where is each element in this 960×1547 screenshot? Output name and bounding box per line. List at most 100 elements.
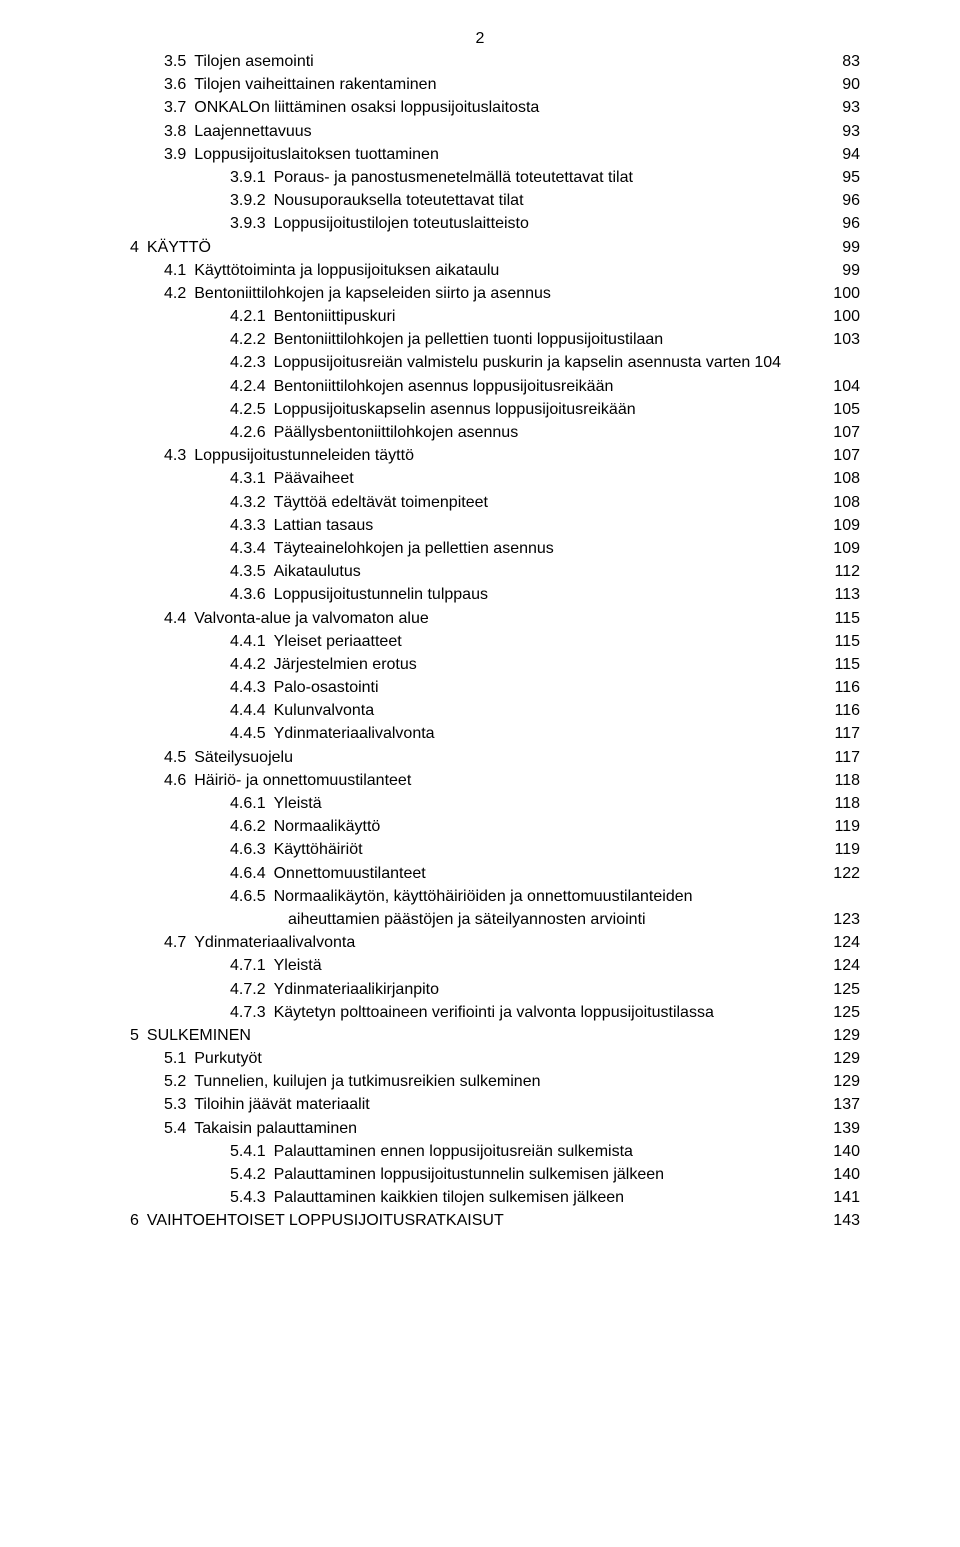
toc-entry-page: 96 — [838, 189, 860, 212]
toc-entry-title: Ydinmateriaalivalvonta — [194, 931, 355, 954]
toc-entry-title: KÄYTTÖ — [147, 236, 211, 259]
toc-entry-title: Bentoniittilohkojen ja pellettien tuonti… — [274, 328, 664, 351]
toc-entry: 4.6.1Yleistä 118 — [130, 792, 860, 815]
toc-entry: 4.7.2Ydinmateriaalikirjanpito125 — [130, 978, 860, 1001]
toc-entry-page: 112 — [830, 560, 860, 583]
toc-entry-title: Yleistä — [274, 954, 322, 977]
toc-entry: 4.2Bentoniittilohkojen ja kapseleiden si… — [130, 282, 860, 305]
toc-entry-title: Käyttötoiminta ja loppusijoituksen aikat… — [194, 259, 499, 282]
toc-entry-number: 5.4.1 — [230, 1140, 274, 1163]
toc-entry-title: Häiriö- ja onnettomuustilanteet — [194, 769, 411, 792]
toc-entry-number: 5 — [130, 1024, 147, 1047]
toc-entry-number: 4.7 — [164, 931, 194, 954]
toc-entry-page: 143 — [829, 1209, 860, 1232]
toc-entry-number: 3.9.2 — [230, 189, 274, 212]
toc-entry-page: 94 — [838, 143, 860, 166]
toc-entry-page: 118 — [830, 792, 860, 815]
toc-entry-title: Palauttaminen loppusijoitustunnelin sulk… — [274, 1163, 664, 1186]
toc-entry-number: 4.4 — [164, 607, 194, 630]
toc-entry: 4.4.1Yleiset periaatteet 115 — [130, 630, 860, 653]
toc-entry-number: 4.6.1 — [230, 792, 274, 815]
toc-entry-page: 100 — [829, 282, 860, 305]
toc-entry-number: 4.6 — [164, 769, 194, 792]
toc-entry-page: 83 — [838, 50, 860, 73]
toc-entry-page: 115 — [830, 630, 860, 653]
toc-entry: 4.3Loppusijoitustunneleiden täyttö 107 — [130, 444, 860, 467]
toc-entry-page: 140 — [829, 1140, 860, 1163]
toc-entry-number: 4.3.1 — [230, 467, 274, 490]
toc-entry-title: Loppusijoitustilojen toteutuslaitteisto — [274, 212, 529, 235]
toc-entry-number: 4.2.1 — [230, 305, 274, 328]
toc-entry-number: 4.2.6 — [230, 421, 274, 444]
toc-entry: 4.2.5Loppusijoituskapselin asennus loppu… — [130, 398, 860, 421]
toc-entry: 4.3.2Täyttöä edeltävät toimenpiteet108 — [130, 491, 860, 514]
toc-entry-title: Yleiset periaatteet — [274, 630, 402, 653]
toc-entry: 4.4.4Kulunvalvonta116 — [130, 699, 860, 722]
toc-entry-title: Poraus- ja panostusmenetelmällä toteutet… — [274, 166, 633, 189]
toc-entry-title: Bentoniittilohkojen asennus loppusijoitu… — [274, 375, 614, 398]
toc-entry: 6VAIHTOEHTOISET LOPPUSIJOITUSRATKAISUT14… — [130, 1209, 860, 1232]
toc-entry-title: Palauttaminen kaikkien tilojen sulkemise… — [274, 1186, 624, 1209]
toc-entry-title: Tunnelien, kuilujen ja tutkimusreikien s… — [194, 1070, 540, 1093]
toc-entry: 4.2.1Bentoniittipuskuri100 — [130, 305, 860, 328]
toc-entry-number: 3.9 — [164, 143, 194, 166]
toc-entry-page: 107 — [829, 444, 860, 467]
toc-entry: 4.2.6Päällysbentoniittilohkojen asennus1… — [130, 421, 860, 444]
toc-entry: 3.9Loppusijoituslaitoksen tuottaminen94 — [130, 143, 860, 166]
toc-entry: 4.5Säteilysuojelu117 — [130, 746, 860, 769]
toc-entry-number: 5.2 — [164, 1070, 194, 1093]
toc-entry-number: 4.2 — [164, 282, 194, 305]
toc-entry-title: Loppusijoitustunneleiden täyttö — [194, 444, 414, 467]
toc-entry-number: 4 — [130, 236, 147, 259]
toc-entry-page: 137 — [829, 1093, 860, 1116]
toc-entry-page: 125 — [829, 1001, 860, 1024]
toc-entry: 4.3.6Loppusijoitustunnelin tulppaus113 — [130, 583, 860, 606]
toc-entry-page: 104 — [829, 375, 860, 398]
toc-entry: 3.9.2Nousuporauksella toteutettavat tila… — [130, 189, 860, 212]
toc-entry: 4.6.4Onnettomuustilanteet122 — [130, 862, 860, 885]
toc-entry-title: Normaalikäyttö — [274, 815, 381, 838]
toc-entry: 4.4Valvonta-alue ja valvomaton alue115 — [130, 607, 860, 630]
toc-entry-page: 108 — [829, 467, 860, 490]
toc-entry: 5.2Tunnelien, kuilujen ja tutkimusreikie… — [130, 1070, 860, 1093]
toc-entry-title: Käyttöhäiriöt — [274, 838, 363, 861]
toc-entry: 5SULKEMINEN129 — [130, 1024, 860, 1047]
toc-entry-number: 4.1 — [164, 259, 194, 282]
toc-entry-number: 4.3 — [164, 444, 194, 467]
toc-entry-page: 123 — [829, 908, 860, 931]
toc-entry-number: 4.7.2 — [230, 978, 274, 1001]
toc-entry-page: 129 — [829, 1070, 860, 1093]
toc-entry: 4.4.2Järjestelmien erotus 115 — [130, 653, 860, 676]
toc-entry-page: 96 — [838, 212, 860, 235]
toc-entry-title: Säteilysuojelu — [194, 746, 293, 769]
toc-entry-number: 4.6.4 — [230, 862, 274, 885]
toc-entry-number: 5.4.3 — [230, 1186, 274, 1209]
toc-entry-title: Laajennettavuus — [194, 120, 311, 143]
toc-entry-page: 118 — [830, 769, 860, 792]
toc-entry-title: Tilojen asemointi — [194, 50, 313, 73]
toc-entry-page: 122 — [829, 862, 860, 885]
toc-entry: 4.6.2Normaalikäyttö119 — [130, 815, 860, 838]
toc-entry: 4.6Häiriö- ja onnettomuustilanteet 118 — [130, 769, 860, 792]
toc-entry-title: VAIHTOEHTOISET LOPPUSIJOITUSRATKAISUT — [147, 1209, 504, 1232]
toc-entry-number: 4.6.5 — [230, 885, 274, 908]
toc-entry-page: 115 — [830, 653, 860, 676]
toc-entry-number: 4.4.1 — [230, 630, 274, 653]
toc-entry-title: Bentoniittilohkojen ja kapseleiden siirt… — [194, 282, 551, 305]
toc-entry-title: Järjestelmien erotus — [274, 653, 417, 676]
toc-entry-title: Nousuporauksella toteutettavat tilat — [274, 189, 524, 212]
toc-entry-number: 4.2.3 — [230, 351, 274, 374]
toc-entry-title: Normaalikäytön, käyttöhäiriöiden ja onne… — [274, 885, 693, 908]
toc-entry-page: 103 — [829, 328, 860, 351]
toc-entry-title: Loppusijoitustunnelin tulppaus — [274, 583, 488, 606]
toc-entry-page: 93 — [838, 96, 860, 119]
toc-entry: 4.4.3Palo-osastointi116 — [130, 676, 860, 699]
toc-entry-title: Yleistä — [274, 792, 322, 815]
toc-entry-number: 4.2.5 — [230, 398, 274, 421]
toc-entry-page: 129 — [829, 1024, 860, 1047]
toc-entry-number: 3.5 — [164, 50, 194, 73]
toc-entry-number: 4.4.2 — [230, 653, 274, 676]
toc-entry-number: 4.4.3 — [230, 676, 274, 699]
toc-entry-number: 3.9.3 — [230, 212, 274, 235]
toc-entry: 5.3Tiloihin jäävät materiaalit137 — [130, 1093, 860, 1116]
